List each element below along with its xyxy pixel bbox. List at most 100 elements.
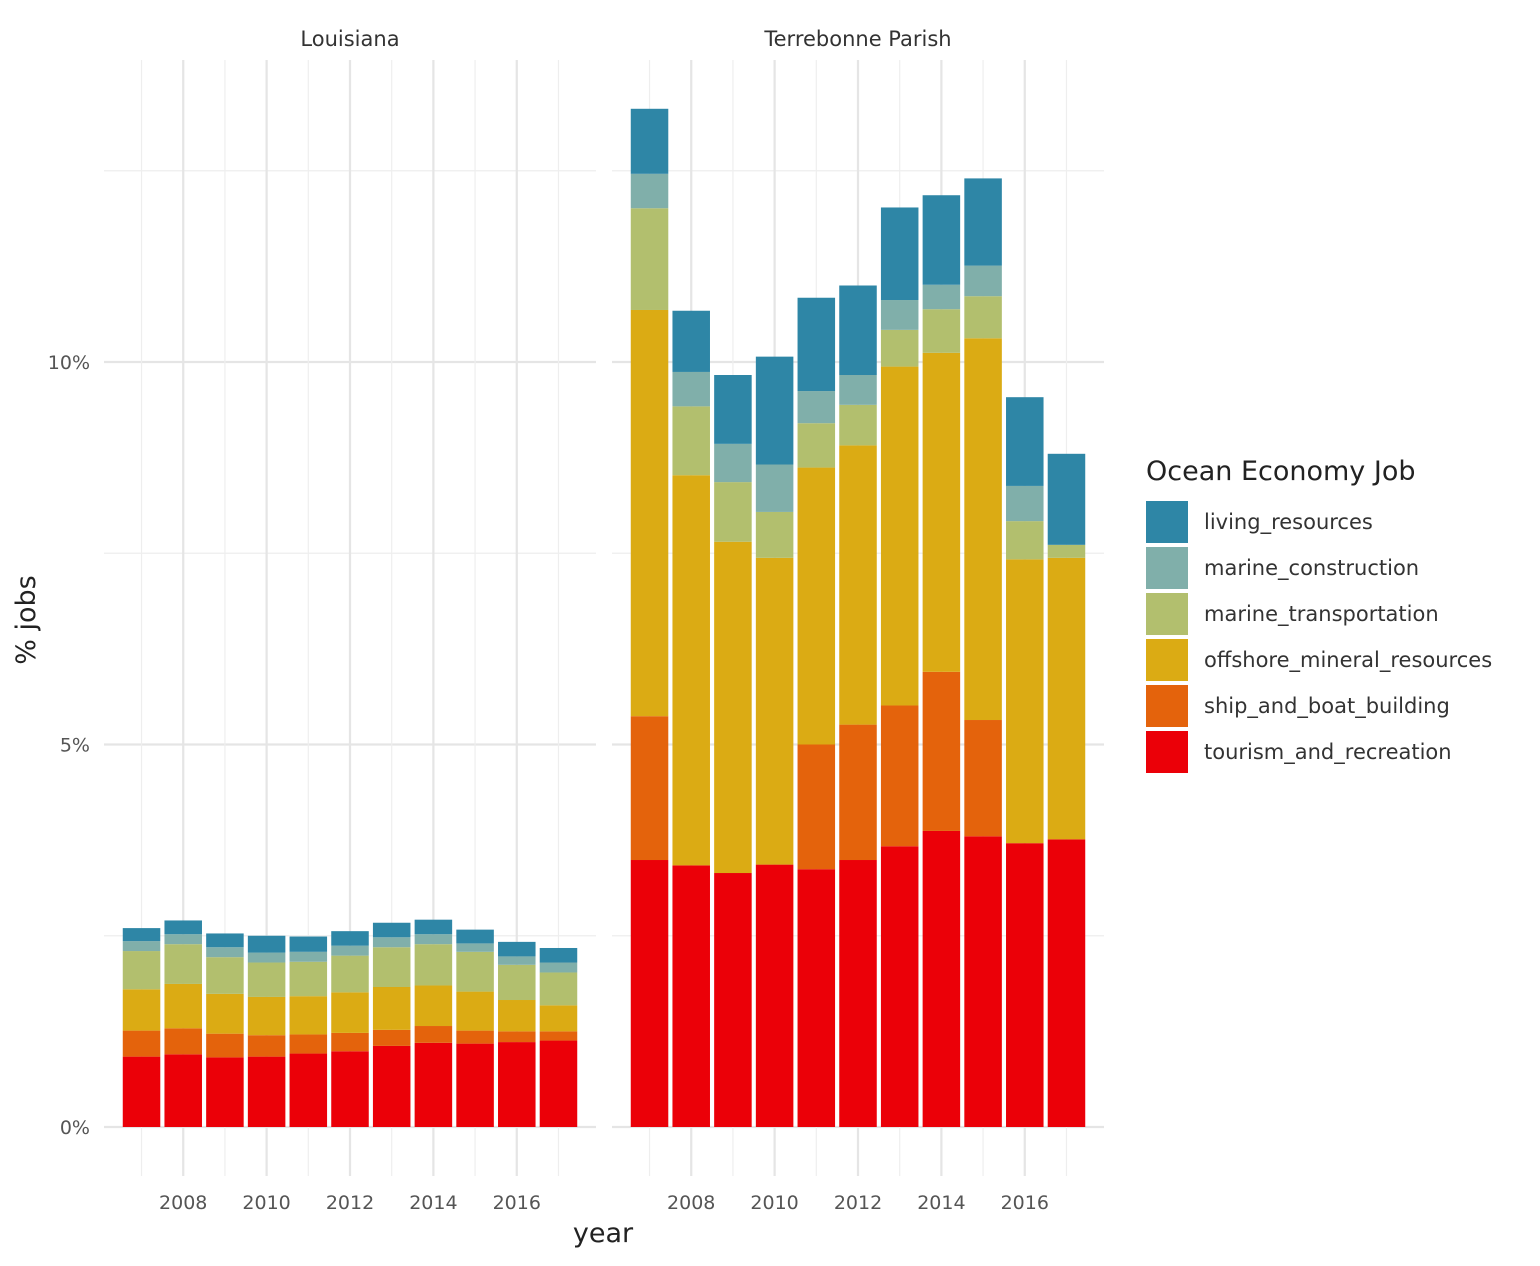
bar-segment (922, 830, 961, 1127)
bar-segment (839, 404, 877, 446)
bar-segment (964, 178, 1002, 266)
bar-segment (630, 108, 669, 174)
bar-segment (372, 1045, 411, 1127)
bar-segment (456, 951, 494, 992)
bar-segment (630, 173, 669, 209)
bar-segment (206, 947, 244, 958)
legend-item: marine_transportation (1146, 591, 1492, 637)
legend: Ocean Economy Job living_resources marine… (1146, 456, 1492, 775)
x-tick-label: 2010 (750, 1192, 798, 1214)
bar-segment (289, 936, 328, 952)
legend-item: ship_and_boat_building (1146, 683, 1492, 729)
bar-segment (206, 1057, 244, 1127)
bar-segment (1006, 397, 1044, 486)
bar-segment (964, 338, 1002, 721)
y-tick-label: 10% (48, 352, 90, 374)
bar-segment (964, 265, 1002, 297)
bar-segment (1006, 559, 1044, 844)
legend-key-swatch (1146, 685, 1188, 727)
facet-title: Louisiana (300, 27, 399, 51)
bar-segment (122, 951, 161, 990)
bar-segment (714, 482, 752, 542)
bar-segment (922, 195, 961, 285)
bar-segment (164, 1028, 202, 1055)
bar-segment (839, 724, 877, 861)
bar-segment (797, 467, 836, 745)
bar-segment (797, 869, 836, 1127)
bar-segment (331, 955, 369, 993)
bar-segment (206, 957, 244, 994)
legend-label: living_resources (1204, 510, 1373, 534)
bar-segment (839, 285, 877, 376)
bar-segment (206, 993, 244, 1034)
bar-segment (964, 836, 1002, 1127)
bar-segment (414, 985, 453, 1027)
bar-segment (289, 1034, 328, 1054)
bar-segment (880, 329, 919, 367)
legend-key-swatch (1146, 547, 1188, 589)
bar-segment (1047, 453, 1086, 545)
bar-segment (456, 929, 494, 944)
bar-segment (630, 716, 669, 861)
bar-segment (372, 922, 411, 938)
bar-segment (839, 375, 877, 405)
bar-segment (1047, 544, 1086, 558)
bar-segment (456, 1043, 494, 1127)
bar-segment (539, 962, 578, 973)
x-tick-label: 2012 (834, 1192, 882, 1214)
bar-segment (372, 1029, 411, 1046)
bar-segment (630, 208, 669, 310)
bar-segment (672, 371, 710, 407)
bar-segment (164, 934, 202, 945)
bar-segment (122, 928, 161, 942)
x-tick-label: 2014 (917, 1192, 965, 1214)
y-tick-label: 5% (60, 735, 90, 757)
legend-key-swatch (1146, 731, 1188, 773)
legend-item: tourism_and_recreation (1146, 729, 1492, 775)
x-tick-label: 2016 (493, 1192, 541, 1214)
bar-segment (247, 1056, 286, 1127)
bar-segment (372, 947, 411, 988)
bar-segment (331, 945, 369, 956)
bar-segment (456, 943, 494, 952)
bar-segment (122, 941, 161, 952)
bar-segment (206, 1033, 244, 1058)
bar-segment (880, 846, 919, 1127)
x-tick-label: 2010 (242, 1192, 290, 1214)
bar-segment (630, 309, 669, 717)
bar-segment (206, 933, 244, 948)
x-tick-label: 2008 (667, 1192, 715, 1214)
bar-segment (755, 464, 794, 512)
bar-segment (539, 947, 578, 963)
bar-segment (289, 996, 328, 1035)
bar-segment (1047, 839, 1086, 1127)
bar-segment (331, 931, 369, 946)
legend-label: marine_transportation (1204, 602, 1439, 626)
bar-segment (498, 964, 536, 1001)
bar-segment (498, 956, 536, 965)
bar-segment (1047, 557, 1086, 840)
bar-segment (714, 443, 752, 483)
bar-segment (964, 296, 1002, 339)
bar-segment (372, 937, 411, 948)
bar-segment (797, 391, 836, 424)
bar-segment (164, 983, 202, 1029)
bar-segment (755, 864, 794, 1127)
bar-segment (755, 511, 794, 558)
bar-segment (1006, 521, 1044, 560)
legend-label: offshore_mineral_resources (1204, 648, 1493, 672)
bar-segment (922, 671, 961, 831)
bar-segment (672, 406, 710, 476)
bar-segment (498, 1042, 536, 1127)
legend-key-swatch (1146, 501, 1188, 543)
bar-segment (964, 720, 1002, 837)
bar-segment (498, 1031, 536, 1043)
bar-segment (164, 1054, 202, 1127)
bar-segment (498, 941, 536, 957)
legend-key-swatch (1146, 639, 1188, 681)
bar-segment (672, 865, 710, 1127)
bar-segment (539, 972, 578, 1006)
x-tick-label: 2014 (409, 1192, 457, 1214)
bar-segment (755, 557, 794, 865)
